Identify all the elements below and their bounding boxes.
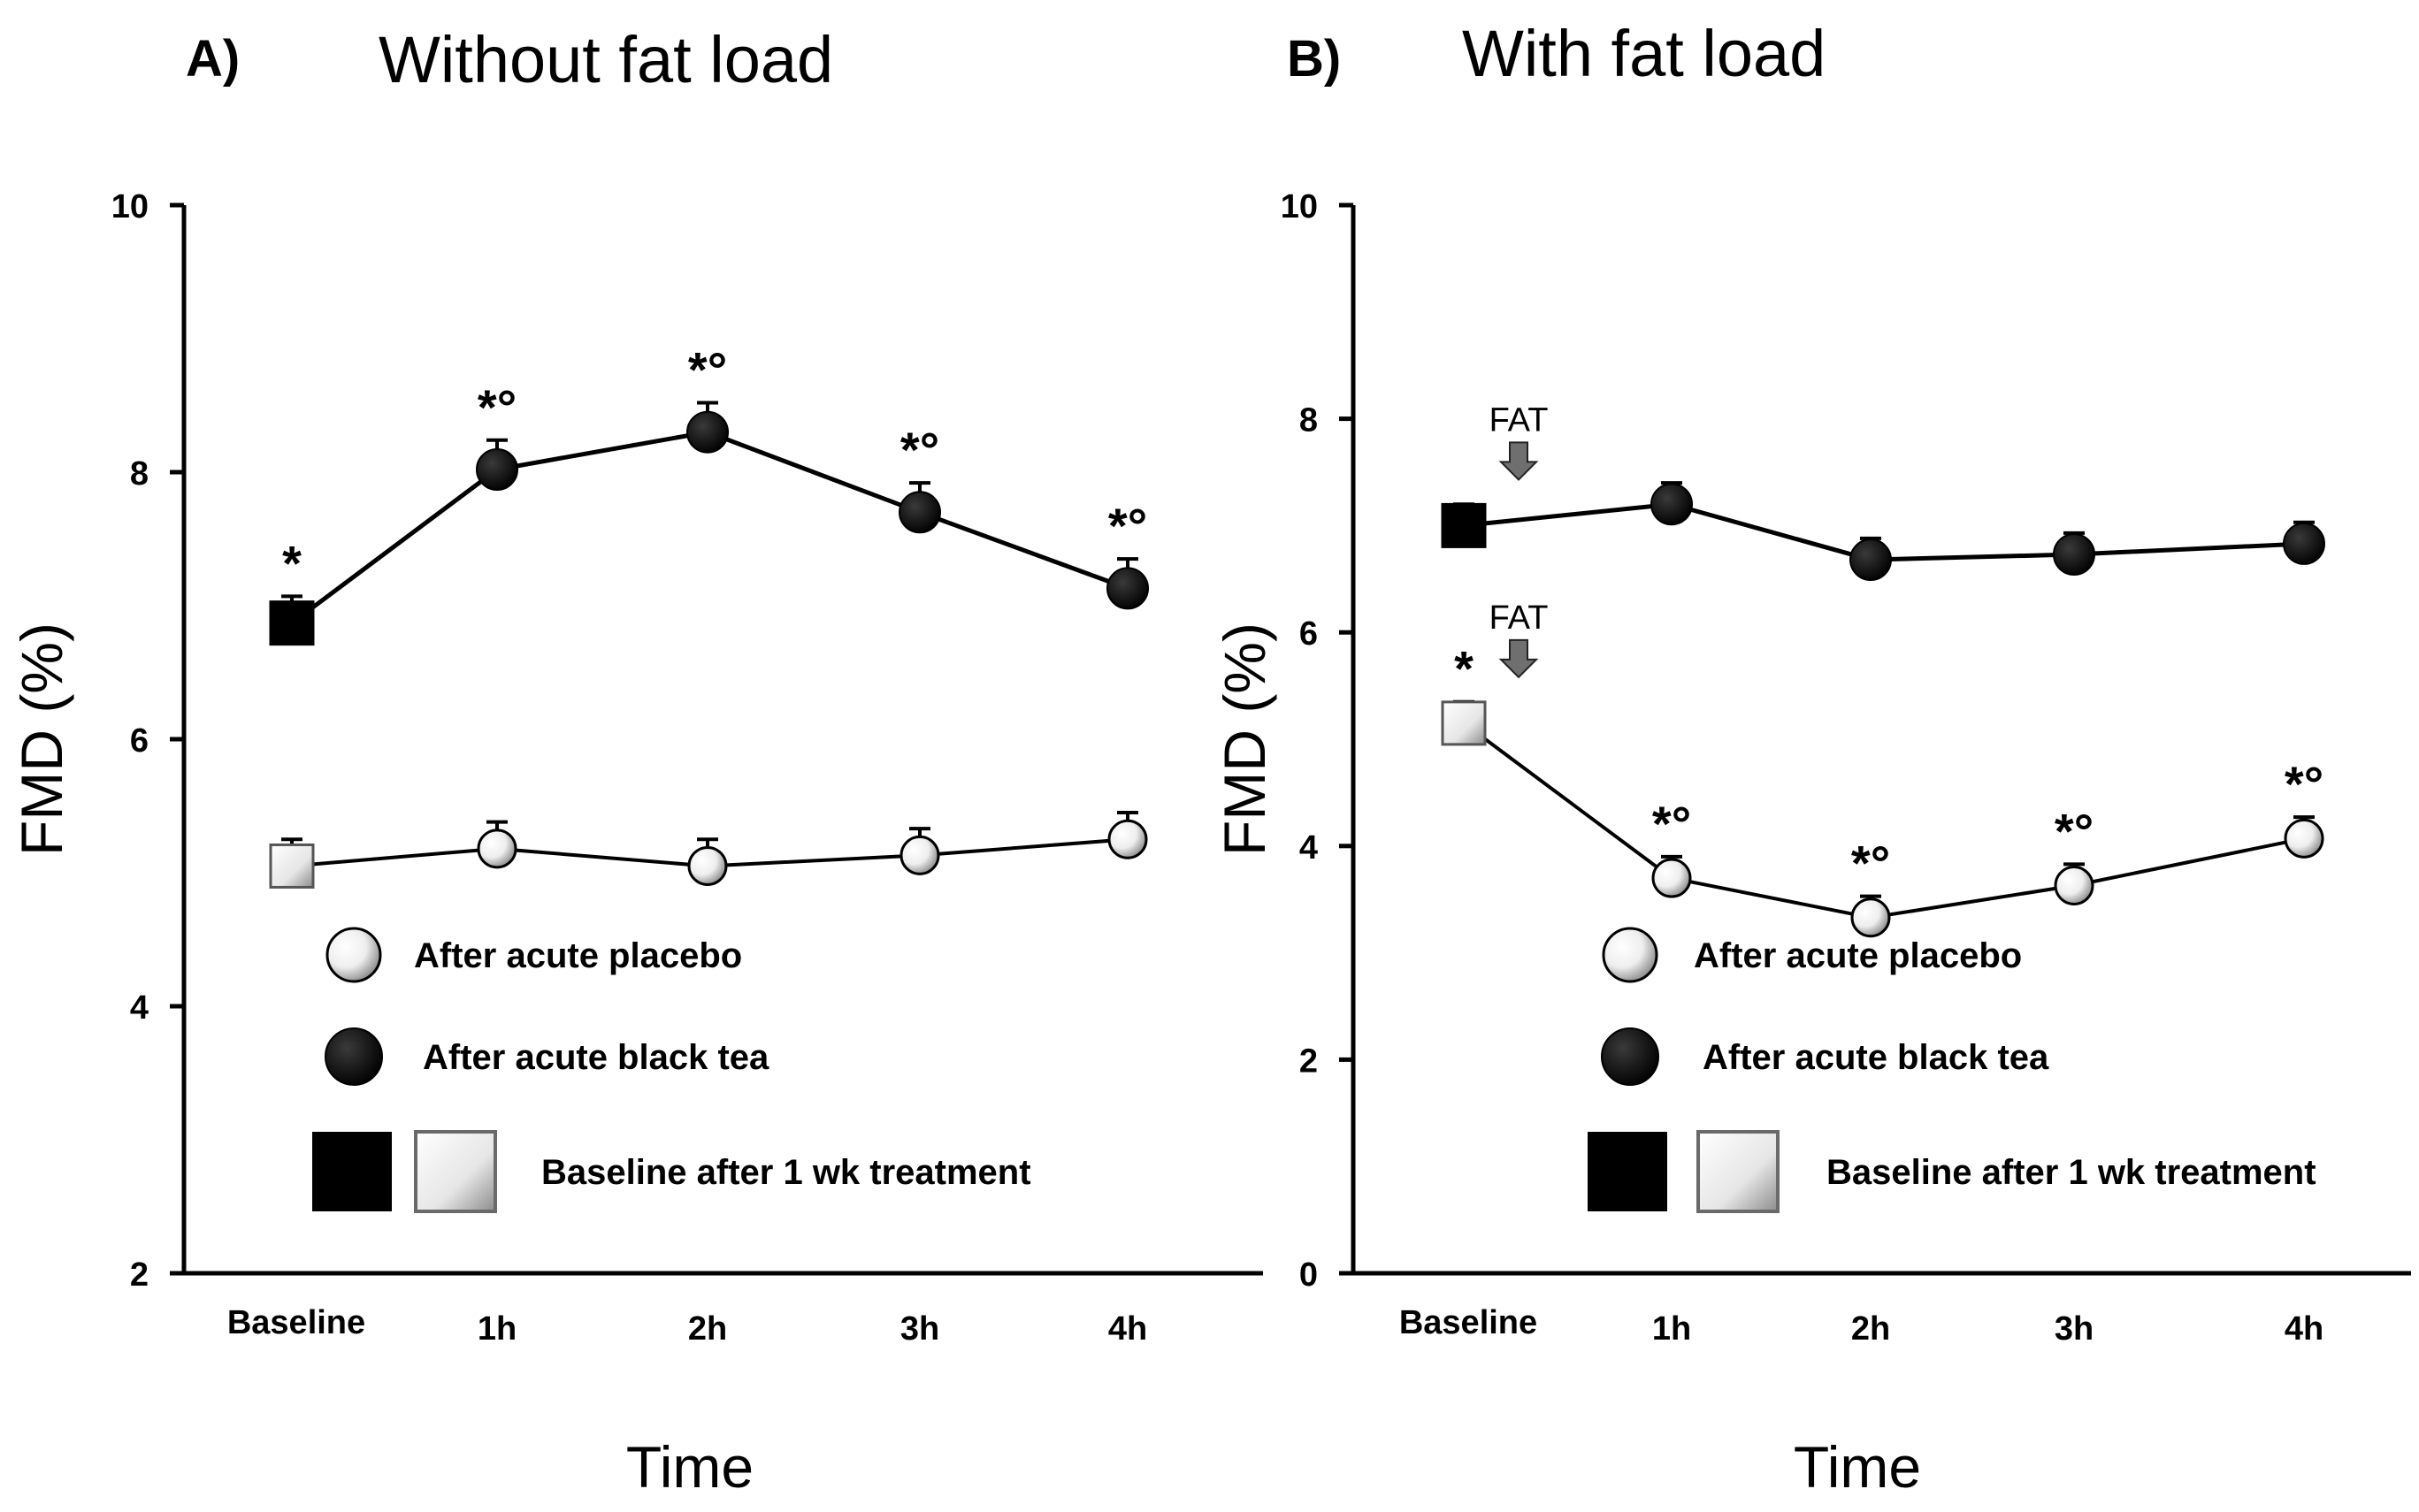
legend-label-baseline: Baseline after 1 wk treatment: [1826, 1153, 2316, 1192]
y-tick-label: 2: [1299, 1042, 1318, 1080]
data-point-placebo: [899, 835, 940, 875]
y-tick-label: 10: [111, 188, 149, 225]
significance-marker: *: [1454, 641, 1474, 697]
x-tick-label: 1h: [1652, 1310, 1691, 1348]
data-point-placebo: [2054, 865, 2094, 905]
significance-marker: *°: [900, 422, 939, 477]
significance-marker: *°: [2285, 756, 2323, 812]
fat-label: FAT: [1489, 401, 1549, 439]
y-tick-label: 6: [1299, 615, 1318, 653]
data-point-black-tea: [686, 410, 729, 454]
significance-marker: *°: [1851, 836, 1890, 891]
panel-title: Without fat load: [379, 23, 833, 96]
data-point-black-tea: [1106, 567, 1149, 610]
y-tick-label: 8: [130, 455, 149, 493]
y-tick-label: 8: [1299, 402, 1318, 439]
x-tick-label: 1h: [478, 1310, 517, 1348]
data-point-black-tea: [1849, 538, 1892, 582]
baseline-square-filled: [1441, 502, 1487, 548]
y-axis-title: FMD (%): [9, 622, 74, 856]
fat-label: FAT: [1489, 599, 1549, 637]
legend-filled-square-icon: [312, 1132, 392, 1211]
legend-label-placebo: After acute placebo: [1694, 936, 2022, 975]
significance-marker: *°: [688, 341, 727, 397]
x-axis-title: Time: [626, 1434, 754, 1500]
legend-filled-square-icon: [1588, 1132, 1667, 1211]
panel-a-chart: A) Without fat load 2 4 6 8 10 Baseline 1h 2h 3h 4h…: [9, 23, 1263, 1500]
baseline-square-open: [269, 843, 315, 889]
data-point-placebo: [687, 845, 728, 886]
panel-title: With fat load: [1462, 17, 1826, 90]
significance-marker: *: [282, 535, 302, 591]
legend-filled-circle-icon: [1601, 1027, 1659, 1086]
y-tick-label: 4: [130, 989, 149, 1027]
significance-marker: *°: [1652, 796, 1691, 851]
fat-arrow-icon: [1498, 441, 1539, 481]
y-tick-label: 6: [130, 722, 149, 760]
x-axis-title: Time: [1794, 1434, 1921, 1500]
legend-label-placebo: After acute placebo: [414, 936, 742, 975]
data-point-black-tea: [2053, 533, 2095, 577]
significance-marker: *°: [2055, 803, 2094, 859]
legend-label-baseline: Baseline after 1 wk treatment: [541, 1153, 1031, 1192]
data-point-black-tea: [1650, 483, 1693, 526]
x-tick-label: 3h: [900, 1310, 939, 1348]
x-tick-label: 2h: [1851, 1310, 1890, 1348]
y-tick-label: 2: [130, 1256, 149, 1294]
legend-label-black-tea: After acute black tea: [1703, 1038, 2049, 1077]
data-point-placebo: [2284, 818, 2324, 859]
data-point-placebo: [1107, 819, 1148, 859]
significance-marker: *°: [478, 379, 517, 435]
panel-b-chart: B) With fat load 0 2 4 6 8 10 Baseline 1h 2h 3h 4h FM…: [1212, 17, 2411, 1500]
x-tick-label: 4h: [2285, 1310, 2323, 1348]
legend-label-black-tea: After acute black tea: [423, 1038, 769, 1077]
data-point-black-tea: [2283, 522, 2325, 565]
panel-letter: B): [1287, 30, 1341, 88]
baseline-square-filled: [269, 600, 315, 646]
panel-letter: A): [186, 30, 240, 88]
legend-open-square-icon: [414, 1130, 497, 1213]
data-point-black-tea: [899, 491, 941, 534]
x-tick-label: Baseline: [1399, 1304, 1537, 1341]
baseline-square-open: [1441, 700, 1487, 746]
significance-marker: *°: [1108, 498, 1147, 554]
fat-arrow-icon: [1498, 638, 1539, 679]
x-tick-label: 3h: [2055, 1310, 2094, 1348]
legend-open-circle-icon: [1602, 927, 1658, 983]
legend-open-circle-icon: [325, 927, 382, 983]
data-point-placebo: [1651, 858, 1692, 898]
y-tick-label: 0: [1299, 1256, 1318, 1294]
x-tick-label: Baseline: [227, 1304, 365, 1341]
x-tick-label: 4h: [1108, 1310, 1147, 1348]
data-point-placebo: [1850, 897, 1891, 938]
y-axis-title: FMD (%): [1212, 622, 1277, 856]
y-tick-label: 10: [1281, 188, 1318, 225]
legend-open-square-icon: [1696, 1130, 1780, 1213]
data-point-placebo: [477, 829, 517, 869]
y-tick-label: 4: [1299, 829, 1318, 867]
legend-filled-circle-icon: [325, 1027, 383, 1086]
series-line-black-tea: [290, 430, 1129, 625]
data-point-black-tea: [476, 447, 518, 491]
x-tick-label: 2h: [688, 1310, 727, 1348]
